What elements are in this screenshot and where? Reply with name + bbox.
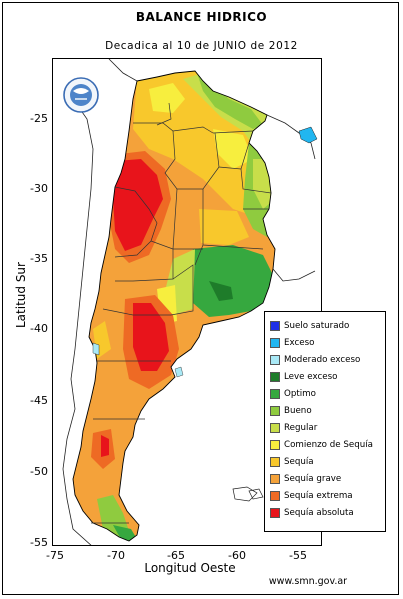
ytick-label: -50 (30, 465, 48, 478)
ytick-label: -30 (30, 182, 48, 195)
region-moderado-exceso-coast (174, 366, 184, 378)
legend-swatch (270, 388, 280, 399)
province-borders (72, 70, 276, 542)
legend-swatch (270, 507, 280, 518)
map-title: BALANCE HIDRICO (135, 10, 268, 24)
legend-swatch (270, 490, 280, 501)
smn-logo-icon (63, 77, 99, 113)
legend-label: Leve exceso (284, 371, 338, 382)
map-legend: Suelo saturado Exceso Moderado exceso Le… (264, 311, 386, 532)
legend-swatch (270, 320, 280, 331)
region-exceso-misiones (298, 126, 318, 144)
xtick-label: -65 (167, 549, 185, 562)
malvinas-islands (232, 486, 258, 502)
legend-label: Suelo saturado (284, 320, 350, 331)
legend-label: Sequía (284, 456, 314, 467)
paraguay-brazil-border (266, 114, 316, 160)
legend-item: Sequía grave (270, 472, 341, 485)
region-leve-exceso (209, 281, 233, 301)
legend-item: Moderado exceso (270, 353, 360, 366)
map-plot-area (52, 58, 322, 546)
ytick-label: -45 (30, 394, 48, 407)
legend-item: Sequía extrema (270, 489, 353, 502)
xtick-label: -70 (107, 549, 125, 562)
x-axis-label: Longitud Oeste (144, 561, 236, 575)
source-url: www.smn.gov.ar (268, 576, 348, 587)
legend-label: Sequía absoluta (284, 507, 354, 518)
legend-item: Optimo (270, 387, 316, 400)
region-sequia-absoluta-cuyo (113, 159, 163, 251)
region-comienzo-chaco (213, 129, 253, 169)
legend-label: Exceso (284, 337, 315, 348)
region-regular-northeast (183, 73, 269, 159)
map-subtitle: Decadica al 10 de JUNIO de 2012 (105, 40, 298, 52)
xtick-label: -75 (46, 549, 64, 562)
legend-item: Exceso (270, 336, 314, 349)
legend-item: Sequía (270, 455, 314, 468)
figure-frame (2, 2, 399, 595)
region-sequia-absoluta-patagonia (133, 303, 169, 371)
legend-label: Sequía grave (284, 473, 342, 484)
legend-label: Bueno (284, 405, 312, 416)
legend-swatch (270, 337, 280, 348)
region-sequia-santafe (199, 209, 249, 245)
xtick-label: -55 (289, 549, 307, 562)
legend-label: Comienzo de Sequía (284, 439, 373, 450)
legend-swatch (270, 422, 280, 433)
ytick-label: -55 (30, 536, 48, 549)
legend-item: Suelo saturado (270, 319, 349, 332)
malvinas-east-island (248, 488, 264, 500)
legend-swatch (270, 371, 280, 382)
legend-swatch (270, 456, 280, 467)
bolivia-border (108, 59, 138, 82)
region-optimo-tierradelfuego (113, 525, 137, 541)
legend-label: Moderado exceso (284, 354, 361, 365)
region-comienzo-north (149, 83, 185, 113)
region-optimo-buenosaires (189, 245, 275, 317)
legend-swatch (270, 405, 280, 416)
region-sequia-absoluta-santacruz (101, 435, 109, 457)
legend-swatch (270, 473, 280, 484)
legend-label: Sequía extrema (284, 490, 353, 501)
argentina-water-balance-map (62, 59, 318, 545)
legend-item: Comienzo de Sequía (270, 438, 373, 451)
ytick-label: -40 (30, 322, 48, 335)
region-moderado-exceso-lago (92, 342, 100, 356)
legend-item: Bueno (270, 404, 312, 417)
y-axis-label: Latitud Sur (14, 262, 28, 328)
uruguay-coast (272, 268, 316, 282)
legend-label: Optimo (284, 388, 316, 399)
legend-swatch (270, 354, 280, 365)
legend-label: Regular (284, 422, 318, 433)
legend-item: Regular (270, 421, 317, 434)
legend-swatch (270, 439, 280, 450)
chile-border (62, 98, 94, 545)
xtick-label: -60 (228, 549, 246, 562)
ytick-label: -35 (30, 252, 48, 265)
ytick-label: -25 (30, 112, 48, 125)
legend-item: Sequía absoluta (270, 506, 354, 519)
legend-item: Leve exceso (270, 370, 337, 383)
